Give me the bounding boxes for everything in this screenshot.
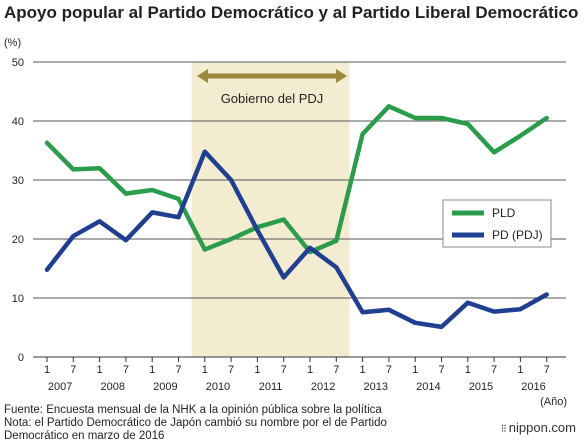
series-line-pd xyxy=(44,149,549,330)
x-tick-label: 7 xyxy=(438,364,444,376)
x-tick-label: 1 xyxy=(44,364,50,376)
y-tick-label: 20 xyxy=(12,234,24,246)
x-tick-label: 1 xyxy=(254,364,260,376)
x-tick-label: 7 xyxy=(491,364,497,376)
period-arrow-right-icon xyxy=(336,69,347,83)
y-tick-label: 10 xyxy=(12,293,24,305)
x-tick-label: 7 xyxy=(333,364,339,376)
year-label: 2009 xyxy=(153,381,177,393)
brand-mark-icon: ⁝⁝ xyxy=(500,423,507,435)
x-tick-label: 7 xyxy=(281,364,287,376)
footnote-line-1: Nota: el Partido Democrático de Japón ca… xyxy=(4,417,387,429)
x-tick-label: 7 xyxy=(175,364,181,376)
x-tick-label: 7 xyxy=(544,364,550,376)
footnote-line-2: Democrático en marzo de 2016 xyxy=(4,430,165,442)
x-tick-label: 7 xyxy=(228,364,234,376)
x-tick-label: 1 xyxy=(465,364,471,376)
year-label: 2010 xyxy=(206,381,230,393)
year-label: 2007 xyxy=(48,381,72,393)
y-tick-label: 50 xyxy=(12,57,24,69)
x-tick-label: 1 xyxy=(412,364,418,376)
x-tick-label: 1 xyxy=(97,364,103,376)
year-label: 2008 xyxy=(101,381,125,393)
year-label: 2012 xyxy=(311,381,335,393)
year-label: 2016 xyxy=(521,381,545,393)
period-label: Gobierno del PDJ xyxy=(221,91,324,106)
y-tick-label: 40 xyxy=(12,116,24,128)
x-tick-label: 1 xyxy=(517,364,523,376)
x-tick-label: 1 xyxy=(149,364,155,376)
year-label: 2014 xyxy=(416,381,440,393)
x-tick-label: 1 xyxy=(360,364,366,376)
x-tick-label: 1 xyxy=(202,364,208,376)
year-label: 2013 xyxy=(364,381,388,393)
period-arrow-left-icon xyxy=(197,69,208,83)
brand-logo: ⁝⁝ nippon.com xyxy=(501,420,576,435)
period-shading xyxy=(191,62,350,357)
year-label: 2011 xyxy=(259,381,283,393)
legend-label: PD (PDJ) xyxy=(492,228,543,242)
source-note: Fuente: Encuesta mensual de la NHK a la … xyxy=(4,404,382,416)
legend-box xyxy=(442,199,552,248)
x-tick-label: 7 xyxy=(123,364,129,376)
chart-title: Apoyo popular al Partido Democrático y a… xyxy=(4,3,579,22)
y-axis-unit: (%) xyxy=(4,37,21,49)
y-tick-label: 30 xyxy=(12,175,24,187)
x-tick-label: 1 xyxy=(307,364,313,376)
year-label: 2015 xyxy=(469,381,493,393)
brand-name: nippon.com xyxy=(508,420,576,435)
x-tick-label: 7 xyxy=(386,364,392,376)
x-axis-unit: (Año) xyxy=(540,396,567,408)
legend-label: PLD xyxy=(492,206,516,220)
x-tick-label: 7 xyxy=(70,364,76,376)
series-line-pld xyxy=(44,104,549,255)
y-tick-label: 0 xyxy=(18,352,24,364)
